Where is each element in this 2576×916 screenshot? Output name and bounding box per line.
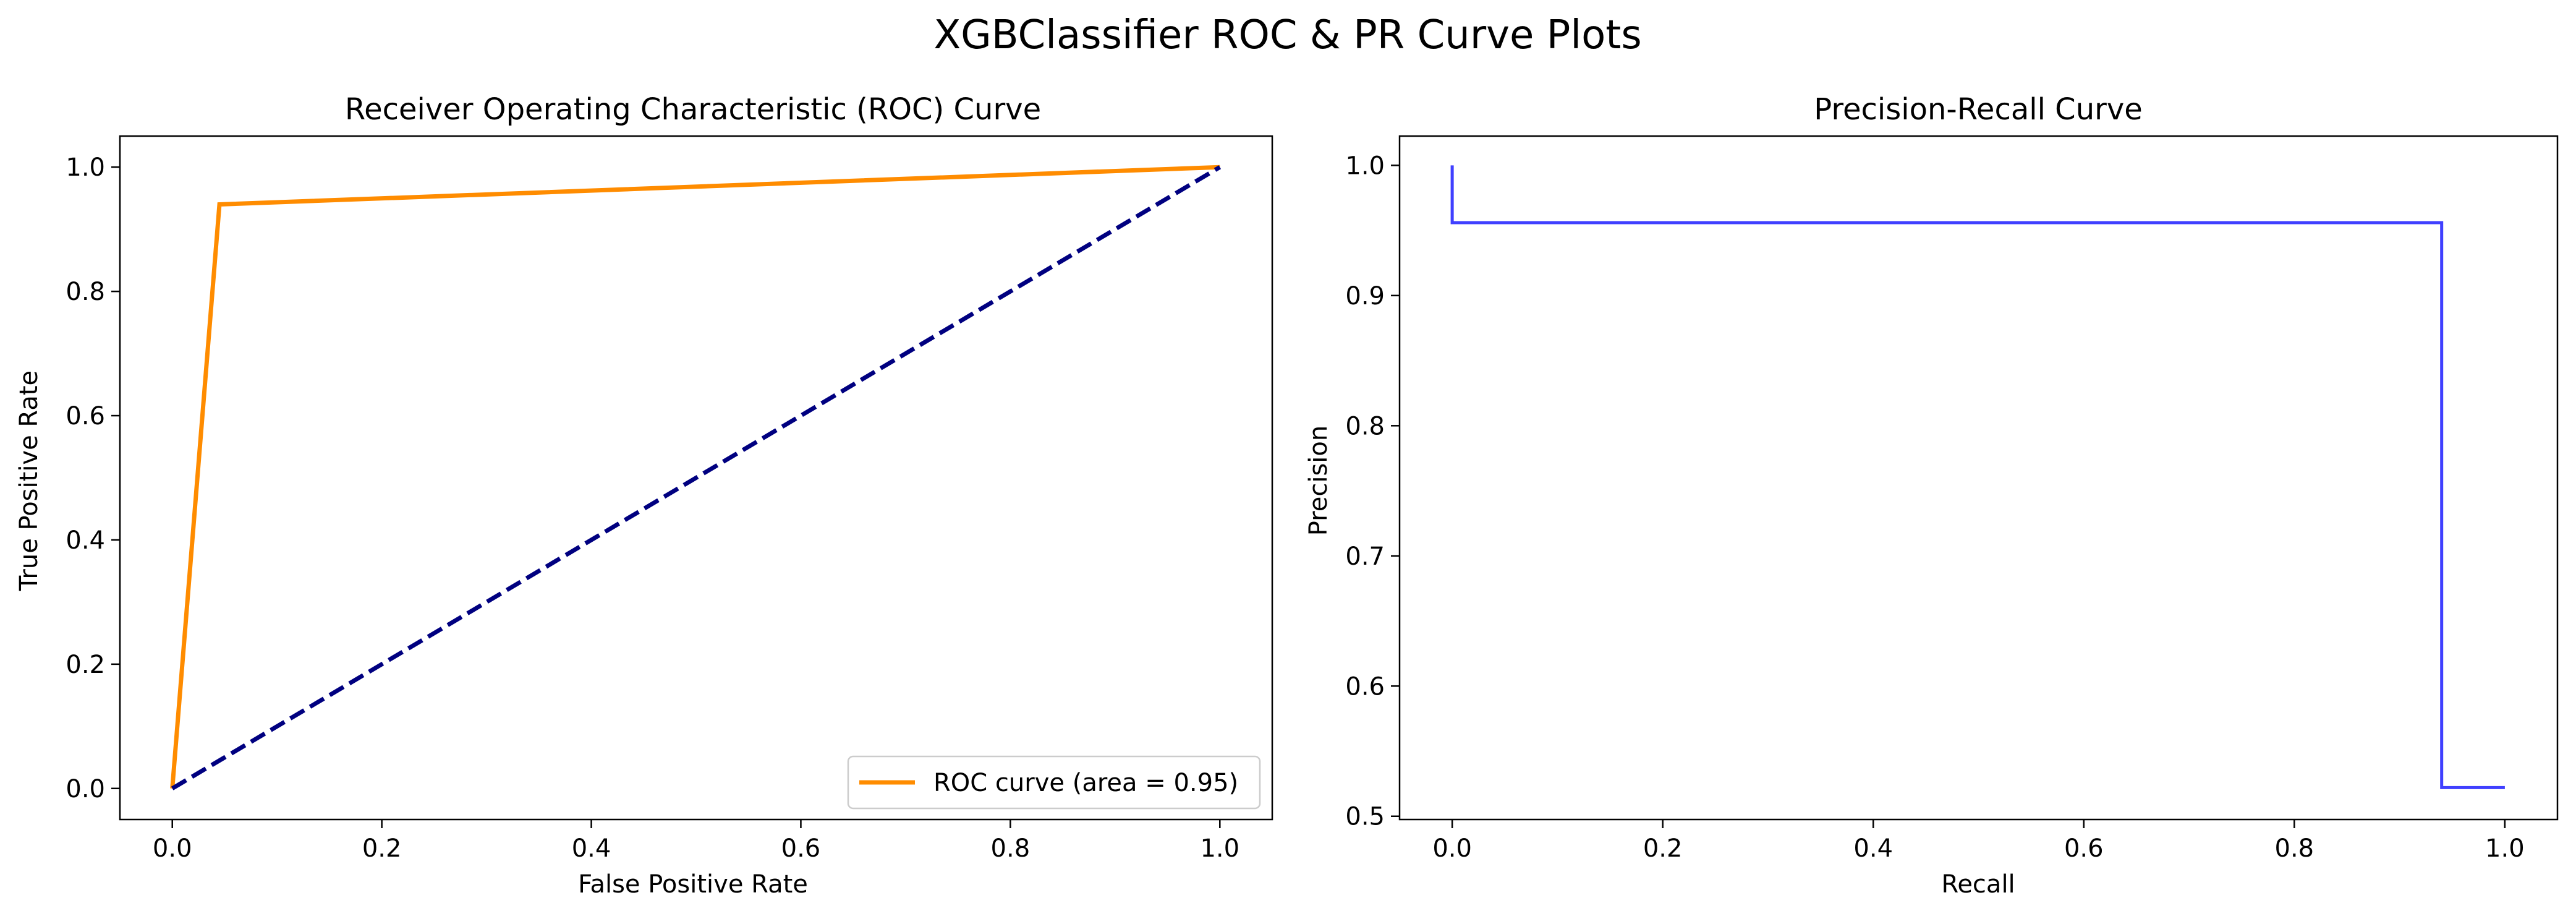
roc-plot-area: [170, 165, 1222, 790]
roc-ylabel: True Positive Rate: [15, 370, 43, 591]
roc-series-1-line: [171, 165, 1222, 790]
pr-ytick-label: 1.0: [1345, 152, 1385, 180]
roc-xtick-label: 0.4: [572, 834, 611, 863]
roc-xtick-label: 1.0: [1200, 834, 1239, 863]
pr-ylabel: Precision: [1304, 426, 1333, 536]
pr-xtick-label: 0.2: [1643, 834, 1683, 863]
pr-axes-frame: [1398, 135, 2559, 821]
roc-ytick-label: 0.2: [66, 651, 105, 679]
roc-title: Receiver Operating Characteristic (ROC) …: [345, 92, 1041, 127]
pr-xtick-label: 0.8: [2275, 834, 2315, 863]
roc-subplot: Receiver Operating Characteristic (ROC) …: [15, 92, 1273, 899]
pr-ytick-label: 0.6: [1345, 672, 1385, 701]
roc-series-0-line: [170, 165, 1220, 789]
roc-legend: ROC curve (area = 0.95): [847, 755, 1261, 810]
roc-xtick-label: 0.6: [781, 834, 821, 863]
figure-title: XGBClassifier ROC & PR Curve Plots: [933, 12, 1641, 58]
roc-xtick-label: 0.8: [991, 834, 1031, 863]
roc-ytick-label: 0.6: [66, 402, 105, 430]
pr-ytick-label: 0.8: [1345, 412, 1385, 440]
pr-ytick-label: 0.5: [1345, 803, 1385, 831]
roc-ytick-label: 0.0: [66, 775, 105, 803]
roc-ytick-label: 0.4: [66, 526, 105, 555]
pr-xtick-label: 0.6: [2064, 834, 2104, 863]
pr-title: Precision-Recall Curve: [1814, 92, 2143, 127]
roc-ytick-label: 0.8: [66, 278, 105, 306]
pr-ticks: 0.0 0.2 0.4 0.6 0.8 1.0 0.5 0.6 0.7 0.8 0.9 1.0: [1345, 152, 2524, 863]
roc-xtick-label: 0.0: [153, 834, 192, 863]
roc-legend-label: ROC curve (area = 0.95): [933, 769, 1238, 797]
roc-ytick-label: 1.0: [66, 153, 105, 182]
roc-ticks: 0.0 0.2 0.4 0.6 0.8 1.0 0.0 0.2 0.4 0.6 0.8 1.0: [66, 153, 1239, 863]
pr-xtick-label: 0.4: [1853, 834, 1893, 863]
pr-plot-area: [1450, 165, 2505, 789]
pr-subplot: Precision-Recall Curve 0.0 0.2 0.4 0.6 0.8 1.…: [1304, 92, 2559, 899]
pr-ytick-label: 0.9: [1345, 282, 1385, 310]
pr-ytick-label: 0.7: [1345, 542, 1385, 571]
roc-xlabel: False Positive Rate: [578, 870, 808, 899]
roc-legend-box: [847, 755, 1261, 810]
pr-xtick-label: 0.0: [1432, 834, 1472, 863]
pr-series-0-line: [1450, 165, 2505, 789]
pr-xlabel: Recall: [1941, 870, 2015, 899]
roc-axes-frame: [119, 135, 1273, 821]
pr-xtick-label: 1.0: [2485, 834, 2525, 863]
roc-xtick-label: 0.2: [362, 834, 402, 863]
